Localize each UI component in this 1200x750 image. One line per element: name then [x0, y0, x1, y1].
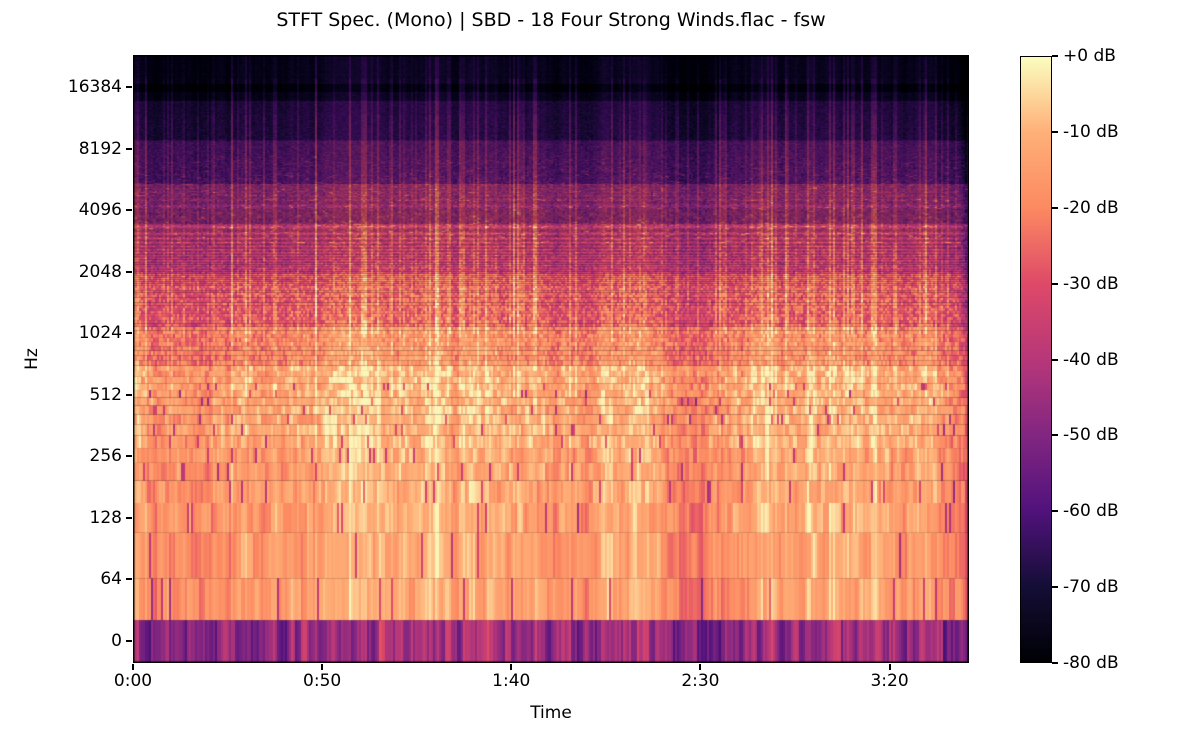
colorbar-tick-label-+0dB: +0 dB: [1063, 46, 1116, 66]
y-tick-mark: [126, 270, 132, 273]
x-tick-label-3:20: 3:20: [870, 671, 909, 691]
colorbar-tick-mark: [1052, 55, 1058, 57]
colorbar-tick-label--20dB: -20 dB: [1063, 197, 1119, 218]
colorbar-tick-label--80dB: -80 dB: [1063, 653, 1119, 673]
y-tick-label-64: 64: [100, 569, 122, 589]
y-tick-label-1024: 1024: [78, 323, 122, 343]
colorbar-tick-label--10dB: -10 dB: [1063, 121, 1119, 142]
y-tick-mark: [126, 516, 132, 519]
colorbar-tick-mark: [1052, 130, 1058, 133]
y-tick-label-128: 128: [89, 507, 122, 528]
x-tick-label-0:00: 0:00: [113, 671, 153, 691]
colorbar-tick-mark: [1052, 206, 1058, 209]
colorbar: [1020, 56, 1052, 663]
colorbar-tick-label--70dB: -70 dB: [1063, 577, 1119, 598]
x-tick-mark: [888, 664, 891, 670]
plot-title: STFT Spec. (Mono) | SBD - 18 Four Strong…: [276, 9, 826, 31]
y-tick-mark: [126, 640, 132, 642]
colorbar-tick-label--40dB: -40 dB: [1063, 349, 1119, 370]
x-tick-label-1:40: 1:40: [492, 671, 531, 691]
colorbar-tick-mark: [1052, 358, 1058, 361]
y-tick-label-512: 512: [89, 384, 122, 405]
x-tick-mark: [321, 664, 324, 670]
x-tick-mark: [699, 664, 702, 670]
x-tick-mark: [510, 664, 513, 670]
y-tick-label-0: 0: [111, 631, 122, 651]
colorbar-tick-label--30dB: -30 dB: [1063, 273, 1119, 294]
spectrogram-image: [133, 55, 969, 663]
colorbar-tick-label--60dB: -60 dB: [1063, 501, 1119, 522]
colorbar-tick-label--50dB: -50 dB: [1063, 425, 1119, 446]
y-tick-mark: [126, 209, 132, 211]
colorbar-tick-mark: [1052, 662, 1058, 664]
colorbar-tick-mark: [1052, 434, 1058, 437]
colorbar-tick-mark: [1052, 586, 1058, 589]
y-tick-mark: [126, 393, 132, 396]
y-tick-label-256: 256: [89, 446, 122, 466]
colorbar-tick-mark: [1052, 282, 1058, 285]
y-tick-mark: [126, 147, 132, 150]
y-tick-mark: [126, 332, 132, 334]
x-tick-label-0:50: 0:50: [303, 671, 342, 691]
x-axis-label: Time: [530, 703, 572, 723]
y-tick-label-4096: 4096: [78, 200, 122, 220]
y-tick-mark: [126, 86, 132, 88]
colorbar-tick-mark: [1052, 510, 1058, 513]
y-tick-label-2048: 2048: [78, 261, 122, 282]
x-tick-mark: [132, 664, 134, 670]
y-tick-label-8192: 8192: [78, 138, 122, 159]
y-tick-mark: [126, 455, 132, 457]
y-tick-mark: [126, 578, 132, 580]
y-tick-label-16384: 16384: [67, 77, 122, 97]
x-tick-label-2:30: 2:30: [681, 671, 720, 691]
